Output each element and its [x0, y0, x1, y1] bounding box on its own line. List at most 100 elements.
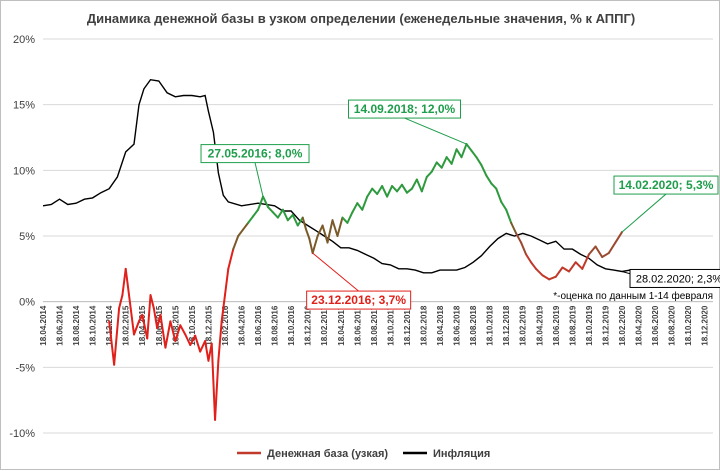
x-tick-label: 18.10.2018	[486, 305, 495, 346]
x-tick-label: 18.04.2019	[535, 305, 544, 346]
money-base-segment	[124, 267, 132, 310]
money-base-segment	[164, 320, 172, 349]
x-tick-label: 18.12.2015	[204, 305, 213, 346]
money-base-segment	[189, 334, 197, 347]
annotation-leader	[404, 117, 467, 145]
x-tick-label: 18.06.2018	[453, 305, 462, 346]
money-base-segment	[614, 231, 624, 244]
money-base-segment	[227, 248, 235, 270]
money-base-segment	[505, 208, 513, 224]
money-base-segment	[204, 340, 210, 362]
money-base-segment	[425, 170, 433, 178]
annotations: 27.05.2016; 8,0% 14.09.2018; 12,0% 14.02.2…	[200, 99, 720, 310]
money-base-segment	[286, 213, 294, 222]
annotation-box	[613, 175, 719, 195]
money-base-segment	[460, 143, 468, 159]
note-text: *-оценка по данным 1-14 февраля	[553, 290, 713, 302]
annotation-callout: 27.05.2016; 8,0%	[200, 144, 310, 197]
grid	[43, 38, 713, 434]
money-base-segment	[308, 237, 314, 255]
x-tick-label: 18.08.2018	[469, 305, 478, 346]
annotation-box	[306, 290, 412, 310]
x-tick-label: 18.08.2015	[171, 305, 180, 346]
x-tick-label: 18.06.2014	[56, 305, 65, 346]
legend: Денежная база (узкая) Инфляция	[237, 448, 490, 460]
money-base-segment	[568, 261, 577, 273]
annotation-label: 28.02.2020; 2,3%	[636, 273, 720, 285]
money-base-segment	[210, 342, 217, 421]
money-base-segment	[271, 211, 279, 219]
x-tick-label: 18.02.2016	[221, 305, 230, 346]
annotation-box	[348, 99, 462, 119]
money-base-segment	[400, 183, 408, 194]
x-tick-label: 18.12.2018	[502, 305, 511, 346]
money-base-segment	[336, 216, 344, 237]
money-base-segment	[396, 183, 403, 193]
money-base-segment	[430, 161, 438, 173]
x-tick-label: 18.06.2017	[353, 305, 362, 346]
annotation-box	[629, 268, 720, 288]
money-base-segment	[276, 208, 284, 219]
money-base-segment	[152, 307, 159, 329]
money-base-segment	[510, 221, 518, 235]
money-base-segment	[440, 156, 448, 169]
y-tick-label: 15%	[13, 100, 35, 112]
money-base-segment	[194, 334, 202, 353]
x-tick-label: 18.06.2019	[552, 305, 561, 346]
money-base-segment	[415, 178, 423, 193]
money-base-segment	[500, 200, 508, 211]
x-tick-label: 18.02.2015	[122, 305, 131, 346]
x-tick-label: 18.08.2020	[668, 305, 677, 346]
money-base-segment	[129, 307, 135, 336]
x-tick-label: 18.10.2014	[89, 305, 98, 346]
legend-label: Денежная база (узкая)	[267, 448, 388, 460]
x-tick-label: 18.10.2016	[287, 305, 296, 346]
money-base-segment	[366, 187, 374, 198]
annotation-leader	[254, 162, 264, 197]
y-tick-label: 10%	[13, 165, 35, 177]
x-tick-label: 18.12.2019	[601, 305, 610, 346]
x-tick-label: 18.06.2015	[155, 305, 164, 346]
money-base-segment	[132, 320, 140, 336]
x-tick-label: 18.10.2015	[188, 305, 197, 346]
money-base-segment	[281, 208, 289, 222]
x-tick-label: 18.12.2017	[403, 305, 412, 346]
x-tick-label: 18.02.2020	[618, 305, 627, 346]
money-base-segment	[242, 221, 250, 231]
money-base-segment	[420, 175, 428, 193]
money-base-segment	[371, 187, 379, 195]
money-base-segment	[361, 195, 369, 211]
money-base-segment	[455, 148, 463, 159]
annotation-leader	[312, 252, 359, 292]
x-tick-label: 18.10.2019	[585, 305, 594, 346]
x-tick-label: 18.06.2016	[254, 305, 263, 346]
legend-item: Инфляция	[403, 448, 490, 460]
x-tick-label: 18.10.2017	[386, 305, 395, 346]
money-base-segment	[530, 261, 537, 270]
y-tick-label: 5%	[19, 231, 35, 243]
money-base-segment	[601, 252, 610, 259]
y-tick-label: -5%	[15, 362, 35, 374]
x-tick-label: 18.04.2014	[39, 305, 48, 346]
money-base-segment	[149, 294, 155, 310]
money-base-segment	[587, 245, 597, 256]
money-base-segment	[520, 241, 528, 256]
inflation-line	[42, 78, 631, 274]
money-base-segment	[141, 313, 149, 340]
money-base-segment	[445, 156, 453, 165]
money-base-segment	[184, 333, 192, 347]
money-base-segment	[321, 224, 329, 244]
annotation-label: 14.02.2020; 5,3%	[619, 178, 714, 192]
money-base-segment	[118, 294, 124, 310]
money-base-segment	[410, 178, 418, 190]
money-base-segment	[351, 202, 359, 214]
money-base-segment	[326, 219, 334, 244]
money-base-segment	[554, 266, 564, 278]
money-base-segment	[247, 215, 255, 224]
money-base-segment	[485, 174, 493, 185]
money-base-segment	[490, 182, 498, 190]
money-base-segment	[301, 216, 308, 231]
y-axis: 20% 15% 10% 5% 0% -5% -10%	[9, 34, 35, 440]
x-tick-label: 18.12.2016	[304, 305, 313, 346]
